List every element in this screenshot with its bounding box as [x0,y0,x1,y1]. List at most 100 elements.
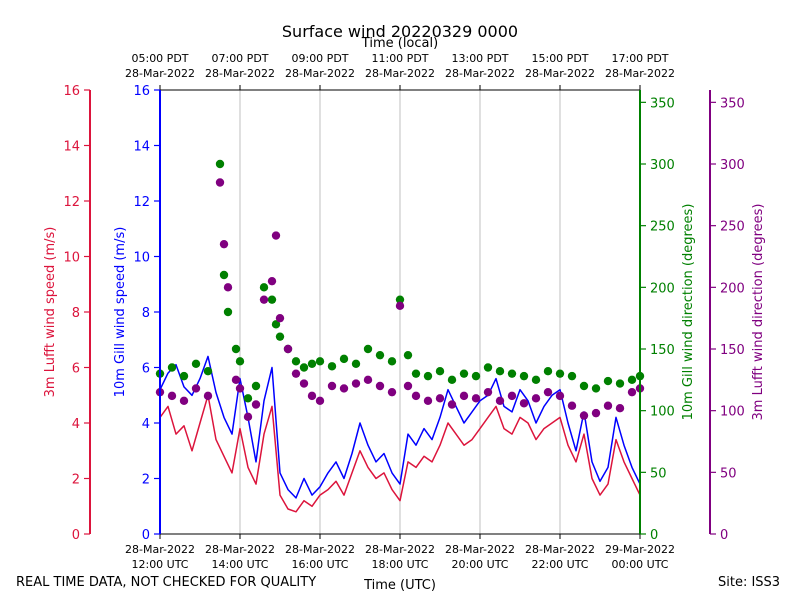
lufft-direction-point [411,391,421,401]
lufft-direction-point [567,401,577,410]
gill-direction-point [299,363,309,372]
lufft-direction-point [191,384,201,393]
lufft-direction-point [231,375,241,385]
top-tick-date-label: 28-Mar-2022 [605,67,675,80]
lufft-direction-point [459,391,469,401]
lufft-direction-point [223,283,233,292]
lufft-direction-point [179,396,189,405]
top-axis-label: Time (local) [361,36,438,51]
gill-speed-axis-tick-label: 2 [142,473,150,488]
lufft-direction-point [627,387,637,397]
lufft-direction-axis-tick-label: 200 [720,281,745,296]
gill-direction-axis-tick-label: 100 [650,405,675,420]
gill-direction-point [411,369,421,378]
gill-direction-point [219,270,229,280]
lufft-direction-point [375,381,385,391]
lufft-direction-axis-tick-label: 150 [720,343,745,358]
lufft-direction-point [271,231,281,240]
top-tick-time-label: 17:00 PDT [611,52,668,65]
lufft-direction-axis-tick-label: 300 [720,158,745,173]
lufft-speed-axis-tick-label: 2 [72,473,80,488]
gill-direction-point [495,367,505,376]
lufft-direction-point [243,412,253,422]
lufft-direction-point [251,400,261,409]
x-tick-time-label: 16:00 UTC [291,558,348,571]
lufft-direction-axis-tick-label: 50 [720,466,737,481]
gill-speed-axis-tick-label: 0 [142,528,150,543]
gill-direction-axis-tick-label: 150 [650,343,675,358]
gill-direction-point [471,371,481,381]
lufft-direction-point [291,369,301,378]
x-tick-date-label: 29-Mar-2022 [605,543,675,556]
grid-layer [239,90,561,534]
gill-speed-axis-tick-label: 4 [142,417,150,432]
lufft-speed-axis-tick-label: 14 [63,140,80,155]
top-tick-date-label: 28-Mar-2022 [205,67,275,80]
gill-direction-point [179,371,189,381]
axes-layer: 28-Mar-2022 12:00 UTC 28-Mar-2022 14:00 UTC… [43,52,766,571]
gill-direction-point [271,320,281,329]
lufft-direction-point [395,301,405,311]
lufft-speed-axis-label: 3m Lufft wind speed (m/s) [43,227,58,398]
lufft-direction-point [519,399,529,408]
top-tick-date-label: 28-Mar-2022 [125,67,195,80]
lufft-direction-axis-label: 3m Lufft wind direction (degrees) [751,204,766,421]
gill-direction-point [307,359,317,368]
gill-direction-point [375,350,385,360]
gill-direction-point [435,367,445,376]
gill-direction-point [483,363,493,372]
gill-speed-axis-tick-label: 10 [133,251,150,266]
lufft-direction-point [283,344,293,354]
gill-direction-axis-tick-label: 50 [650,466,667,481]
gill-direction-axis-tick-label: 300 [650,158,675,173]
lufft-direction-point [591,408,601,418]
gill-direction-point [291,357,301,366]
lufft-direction-point [307,391,317,401]
lufft-direction-axis-tick-label: 0 [720,528,728,543]
lufft-speed-axis-tick-label: 16 [63,84,80,99]
lufft-direction-point [259,295,269,304]
lufft-direction-point [203,391,213,401]
x-tick-time-label: 20:00 UTC [451,558,508,571]
gill-direction-axis-tick-label: 0 [650,528,658,543]
lufft-direction-point [267,276,277,286]
series-layer [155,159,645,513]
gill-direction-point [315,357,325,366]
lufft-speed-axis-tick-label: 12 [63,195,80,210]
top-tick-date-label: 28-Mar-2022 [525,67,595,80]
lufft-direction-point [363,375,373,385]
gill-direction-point [507,369,517,378]
top-tick-date-label: 28-Mar-2022 [285,67,355,80]
top-tick-time-label: 09:00 PDT [291,52,348,65]
x-tick-date-label: 28-Mar-2022 [125,543,195,556]
lufft-direction-point [403,381,413,391]
lufft-direction-point [435,394,445,403]
top-tick-time-label: 15:00 PDT [531,52,588,65]
top-tick-time-label: 05:00 PDT [131,52,188,65]
lufft-direction-axis-tick-label: 250 [720,220,745,235]
x-tick-date-label: 28-Mar-2022 [285,543,355,556]
gill-direction-point [531,375,541,385]
gill-direction-point [567,371,577,381]
lufft-direction-point [215,178,225,187]
lufft-direction-point [471,394,481,403]
gill-direction-point [267,295,277,304]
lufft-direction-point [579,411,589,420]
lufft-speed-axis-tick-label: 6 [72,362,80,377]
gill-direction-axis-tick-label: 200 [650,281,675,296]
gill-direction-point [447,375,457,385]
gill-direction-point [259,283,269,292]
gill-direction-point [243,394,253,403]
gill-speed-axis-tick-label: 12 [133,195,150,210]
gill-direction-point [231,344,241,354]
lufft-direction-point [167,391,177,401]
lufft-direction-point [327,381,337,391]
lufft-direction-axis-tick-label: 100 [720,405,745,420]
x-tick-time-label: 18:00 UTC [371,558,428,571]
lufft-speed-axis-tick-label: 0 [72,528,80,543]
gill-direction-point [579,381,589,391]
gill-speed-axis-label: 10m Gill wind speed (m/s) [113,227,128,398]
lufft-direction-point [275,313,285,323]
gill-direction-axis-label: 10m Gill wind direction (degrees) [681,204,696,421]
